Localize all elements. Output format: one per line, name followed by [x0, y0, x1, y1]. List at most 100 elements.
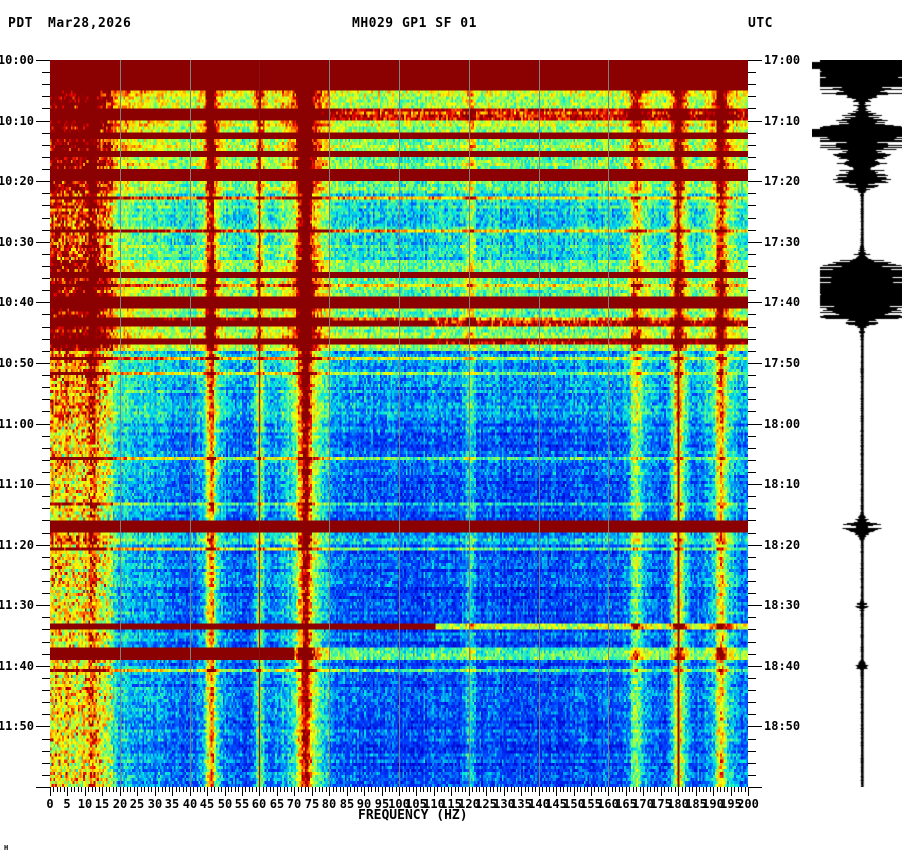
tick-frequency	[308, 787, 309, 792]
tick-frequency	[60, 787, 61, 792]
tick-pdt	[42, 472, 50, 473]
tick-pdt	[42, 775, 50, 776]
time-label-utc: 17:30	[764, 235, 801, 249]
tick-utc	[748, 545, 762, 546]
frequency-label: 55	[234, 797, 250, 811]
tick-pdt	[42, 739, 50, 740]
time-label-pdt: 10:50	[0, 356, 34, 370]
tick-utc	[748, 84, 756, 85]
tick-frequency	[643, 787, 644, 796]
frequency-label: 30	[147, 797, 163, 811]
tick-pdt	[42, 678, 50, 679]
time-label-pdt: 10:20	[0, 174, 34, 188]
tick-frequency	[567, 787, 568, 792]
tick-pdt	[42, 387, 50, 388]
tick-utc	[748, 181, 762, 182]
tick-frequency	[574, 787, 575, 796]
tick-frequency	[266, 787, 267, 792]
tick-frequency	[685, 787, 686, 792]
tick-frequency	[326, 787, 327, 792]
tick-utc	[748, 520, 756, 521]
tick-frequency	[200, 787, 201, 792]
time-label-pdt: 11:30	[0, 598, 34, 612]
tick-pdt	[42, 569, 50, 570]
frequency-axis: 0 5 10 15 20 25 30 35 40 45 50 55 60 65 70 75 80 85 90 95 10…	[46, 787, 759, 827]
tick-frequency	[636, 787, 637, 792]
tick-frequency	[172, 787, 173, 796]
tick-frequency	[437, 787, 438, 792]
tick-frequency	[420, 787, 421, 792]
time-label-pdt: 11:10	[0, 477, 34, 491]
tick-utc	[748, 363, 762, 364]
time-label-pdt: 10:00	[0, 53, 34, 67]
tick-frequency	[734, 787, 735, 792]
tick-utc	[748, 460, 756, 461]
tick-pdt	[36, 121, 50, 122]
tick-pdt	[42, 411, 50, 412]
tick-frequency	[633, 787, 634, 792]
tick-frequency	[427, 787, 428, 792]
tick-frequency	[151, 787, 152, 792]
frequency-label: 140	[528, 797, 550, 811]
tick-frequency	[678, 787, 679, 796]
tick-frequency	[256, 787, 257, 792]
tick-frequency	[78, 787, 79, 792]
seismogram-trace	[812, 60, 902, 787]
frequency-label: 180	[667, 797, 689, 811]
tick-frequency	[375, 787, 376, 792]
frequency-label: 90	[356, 797, 372, 811]
tick-utc	[748, 121, 762, 122]
tick-utc	[748, 72, 756, 73]
time-label-utc: 18:10	[764, 477, 801, 491]
tick-pdt	[42, 157, 50, 158]
tick-frequency	[102, 787, 103, 796]
time-label-utc: 18:00	[764, 417, 801, 431]
tick-utc	[748, 581, 756, 582]
frequency-label: 50	[217, 797, 233, 811]
tick-utc	[748, 496, 756, 497]
tick-frequency	[594, 787, 595, 792]
tick-pdt	[36, 666, 50, 667]
tick-pdt	[36, 242, 50, 243]
time-label-utc: 17:00	[764, 53, 801, 67]
time-label-utc: 18:30	[764, 598, 801, 612]
tick-utc	[748, 654, 756, 655]
time-label-pdt: 11:40	[0, 659, 34, 673]
frequency-axis-title: FREQUENCY (HZ)	[358, 808, 468, 823]
tick-pdt	[42, 642, 50, 643]
tick-utc	[748, 629, 756, 630]
tick-pdt	[36, 181, 50, 182]
tick-frequency	[50, 787, 51, 796]
tick-frequency	[731, 787, 732, 796]
tick-frequency	[472, 787, 473, 792]
tick-pdt	[42, 218, 50, 219]
corner-mark: H	[4, 844, 9, 852]
frequency-label: 35	[164, 797, 180, 811]
tick-frequency	[469, 787, 470, 796]
frequency-label: 70	[286, 797, 302, 811]
tick-utc	[748, 60, 762, 61]
tick-utc	[748, 157, 756, 158]
tick-pdt	[42, 351, 50, 352]
tick-frequency	[423, 787, 424, 792]
tick-frequency	[465, 787, 466, 792]
tick-frequency	[130, 787, 131, 792]
tick-utc	[748, 678, 756, 679]
tick-pdt	[42, 84, 50, 85]
tick-frequency	[155, 787, 156, 796]
tick-frequency	[406, 787, 407, 792]
tick-frequency	[605, 787, 606, 792]
tick-utc	[748, 472, 756, 473]
tick-utc	[748, 666, 762, 667]
tick-utc	[748, 557, 756, 558]
tick-frequency	[176, 787, 177, 792]
tick-frequency	[514, 787, 515, 792]
tick-frequency	[741, 787, 742, 792]
tick-frequency	[539, 787, 540, 796]
tick-frequency	[141, 787, 142, 792]
tick-frequency	[312, 787, 313, 796]
tick-frequency	[647, 787, 648, 792]
tick-frequency	[294, 787, 295, 796]
tick-frequency	[343, 787, 344, 792]
tick-frequency	[640, 787, 641, 792]
